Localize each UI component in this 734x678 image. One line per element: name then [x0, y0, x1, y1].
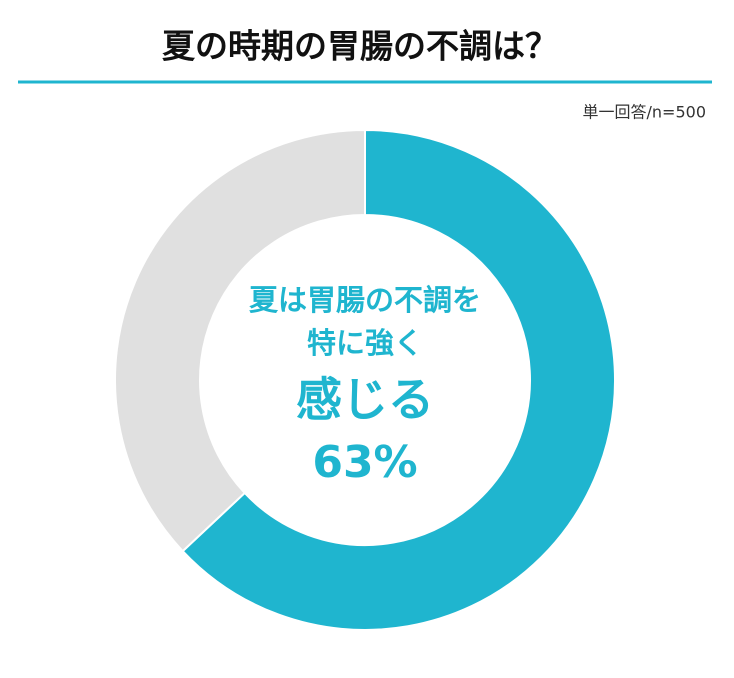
chart-title: 夏の時期の胃腸の不調は？ — [162, 27, 558, 66]
donut-segment — [181, 128, 616, 631]
subtitle: 単一回答/n=500 — [583, 103, 706, 122]
center-label: 特に強く — [307, 326, 423, 360]
value-label: 63% — [312, 437, 417, 488]
center-label: 感じる — [296, 373, 434, 427]
donut — [114, 128, 616, 631]
donut-segment — [114, 128, 366, 553]
center-label: 夏は胃腸の不調を — [249, 283, 481, 317]
